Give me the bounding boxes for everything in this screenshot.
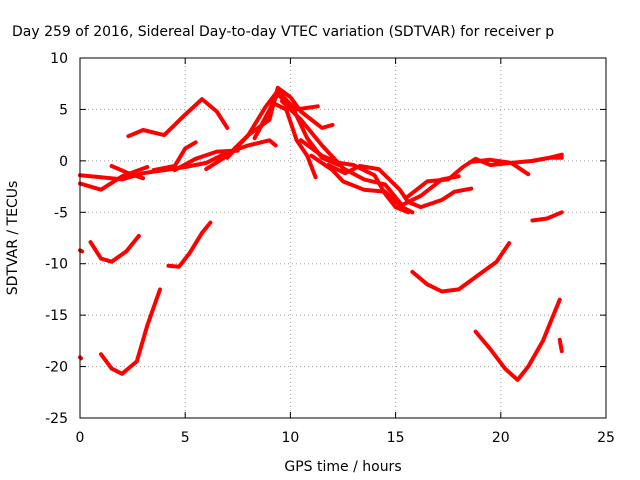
series-line-sat-r	[530, 210, 564, 223]
series-line-sat-x	[410, 241, 512, 294]
series-line-sat-u	[166, 220, 213, 269]
y-tick-label: -5	[54, 205, 68, 221]
y-axis-label: SDTVAR / TECUs	[5, 181, 21, 296]
series-line-sat-l	[298, 138, 411, 215]
series-line-sat-c	[109, 164, 146, 181]
series-line-sat-q	[530, 155, 564, 163]
series-line-sat-e	[151, 140, 198, 173]
x-tick-label: 15	[387, 430, 405, 446]
y-tick-label: 0	[59, 154, 68, 170]
y-tick-label: 10	[50, 51, 68, 67]
series-line-sat-m	[309, 153, 415, 215]
series-line-sat-f	[172, 148, 240, 173]
axes: 0 5 10 15 20 25 10 5 0 -5 -10 -15 -20 -25	[45, 51, 615, 446]
x-tick-label: 20	[492, 430, 510, 446]
plot-frame	[79, 57, 607, 419]
series-line-sat-d	[126, 97, 230, 139]
series-line-sat-k	[280, 99, 461, 208]
series-line-sat-v	[99, 287, 162, 376]
y-tick-label: -20	[45, 360, 68, 376]
x-tick-label: 5	[181, 430, 190, 446]
y-tick-label: -10	[45, 257, 68, 273]
series-line-sat-a	[78, 165, 150, 192]
y-tick-label: -15	[45, 308, 68, 324]
x-tick-label: 25	[597, 430, 615, 446]
series-group	[78, 85, 564, 382]
series-line-sat-b	[78, 138, 278, 182]
x-tick-label: 0	[76, 430, 85, 446]
x-tick-label: 10	[281, 430, 299, 446]
chart-title: Day 259 of 2016, Sidereal Day-to-day VTE…	[12, 24, 554, 40]
grid	[80, 58, 606, 418]
series-line-sat-y	[473, 297, 562, 382]
y-tick-label: 5	[59, 102, 68, 118]
series-line-sat-z	[557, 337, 564, 354]
series-line-sat-n	[326, 163, 474, 210]
series-line-sat-j	[256, 92, 341, 167]
y-tick-label: -25	[45, 411, 68, 427]
series-line-sat-s	[88, 233, 141, 264]
x-axis-label: GPS time / hours	[284, 459, 401, 475]
series-line-sat-h	[225, 88, 320, 160]
